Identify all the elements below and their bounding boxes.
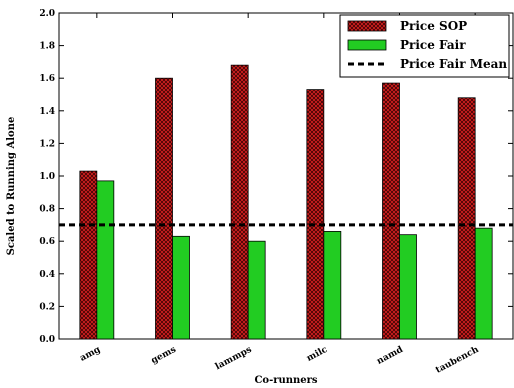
bar-price-sop-gems (155, 77, 173, 340)
bar-price-sop-lammps (230, 64, 249, 340)
y-tick-label: 1.6 (39, 74, 55, 84)
y-tick-label: 0.4 (39, 270, 55, 280)
legend-label-price-fair: Price Fair (400, 38, 466, 52)
y-tick-label: 1.4 (39, 107, 55, 117)
legend-label-price-fair-mean: Price Fair Mean (400, 57, 507, 71)
bar-price-sop-amg (79, 170, 98, 340)
x-tick-label: amg (78, 344, 102, 363)
y-tick-label: 0.2 (39, 302, 55, 312)
y-axis: 0.0 0.2 0.4 0.6 0.8 1.0 1.2 1.4 1.6 1.8 2.0 (39, 9, 513, 345)
x-axis-label: Co-runners (254, 375, 317, 386)
legend-swatch-price-fair (347, 39, 387, 51)
y-tick-label: 1.0 (39, 172, 55, 182)
bar-price-fair-amg (96, 180, 115, 340)
x-tick-label: milc (305, 345, 329, 364)
y-tick-label: 0.0 (39, 335, 55, 345)
bar-price-fair-lammps (247, 240, 266, 340)
bar-price-sop-milc (306, 89, 325, 340)
bar-price-fair-namd (399, 234, 417, 340)
x-tick-label: gems (150, 345, 178, 366)
y-tick-label: 1.2 (39, 139, 55, 149)
bars (79, 64, 493, 340)
bar-price-fair-gems (172, 235, 190, 340)
legend: Price SOP Price Fair Price Fair Mean (339, 14, 510, 78)
bar-price-sop-taubench (457, 97, 476, 340)
y-tick-label: 0.6 (39, 237, 55, 247)
bar-price-sop-namd (382, 82, 400, 340)
bar-price-fair-milc (323, 231, 342, 340)
y-axis-label: Scaled to Running Alone (6, 117, 17, 256)
x-tick-label: lammps (214, 345, 254, 372)
y-tick-label: 2.0 (39, 9, 55, 19)
bar-price-fair-taubench (474, 227, 493, 340)
y-tick-label: 0.8 (39, 205, 55, 215)
x-tick-label: namd (375, 344, 405, 366)
y-tick-label: 1.8 (39, 42, 55, 52)
x-tick-label: taubench (434, 345, 481, 376)
legend-swatch-price-sop (347, 20, 387, 32)
legend-label-price-sop: Price SOP (400, 19, 467, 33)
